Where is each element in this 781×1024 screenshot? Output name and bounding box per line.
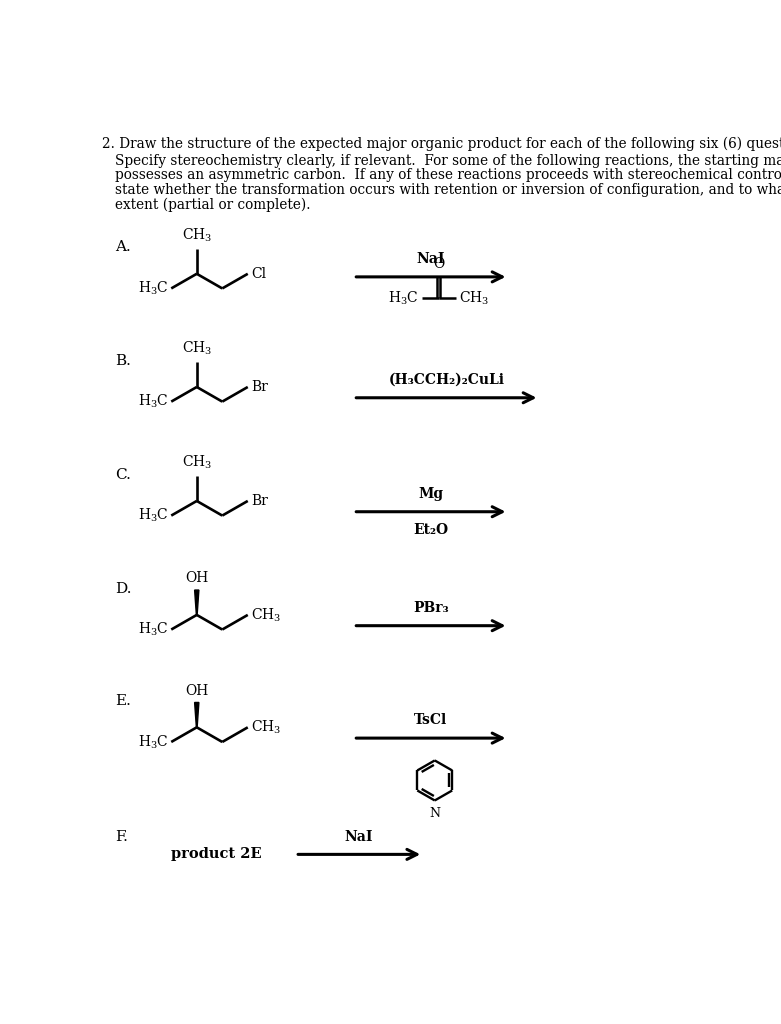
Text: $\mathregular{CH_3}$: $\mathregular{CH_3}$: [181, 340, 212, 357]
Text: E.: E.: [115, 694, 130, 709]
Text: Br: Br: [251, 494, 268, 508]
Text: state whether the transformation occurs with retention or inversion of configura: state whether the transformation occurs …: [115, 183, 781, 197]
Text: F.: F.: [115, 829, 127, 844]
Polygon shape: [194, 702, 199, 727]
Text: NaI: NaI: [344, 829, 373, 844]
Text: OH: OH: [185, 571, 209, 586]
Text: Mg: Mg: [419, 487, 444, 501]
Text: $\mathregular{H_3C}$: $\mathregular{H_3C}$: [388, 290, 419, 307]
Text: $\mathregular{H_3C}$: $\mathregular{H_3C}$: [137, 280, 168, 297]
Text: $\mathregular{H_3C}$: $\mathregular{H_3C}$: [137, 393, 168, 411]
Text: Et₂O: Et₂O: [413, 522, 448, 537]
Text: $\mathregular{H_3C}$: $\mathregular{H_3C}$: [137, 733, 168, 751]
Text: $\mathregular{CH_3}$: $\mathregular{CH_3}$: [251, 606, 281, 624]
Text: TsCl: TsCl: [414, 714, 448, 727]
Text: $\mathregular{CH_3}$: $\mathregular{CH_3}$: [181, 227, 212, 245]
Text: O: O: [433, 257, 444, 270]
Text: OH: OH: [185, 684, 209, 697]
Text: $\mathregular{CH_3}$: $\mathregular{CH_3}$: [251, 719, 281, 736]
Text: extent (partial or complete).: extent (partial or complete).: [115, 198, 310, 212]
Text: possesses an asymmetric carbon.  If any of these reactions proceeds with stereoc: possesses an asymmetric carbon. If any o…: [115, 168, 781, 182]
Text: 2. Draw the structure of the expected major organic product for each of the foll: 2. Draw the structure of the expected ma…: [102, 137, 781, 152]
Text: (H₃CCH₂)₂CuLi: (H₃CCH₂)₂CuLi: [388, 373, 505, 387]
Text: N: N: [430, 807, 440, 820]
Text: Br: Br: [251, 380, 268, 394]
Text: D.: D.: [115, 582, 131, 596]
Text: NaI: NaI: [416, 252, 445, 266]
Text: PBr₃: PBr₃: [413, 601, 449, 614]
Text: $\mathregular{H_3C}$: $\mathregular{H_3C}$: [137, 621, 168, 638]
Text: product 2E: product 2E: [171, 848, 262, 861]
Text: $\mathregular{CH_3}$: $\mathregular{CH_3}$: [181, 454, 212, 471]
Text: $\mathregular{CH_3}$: $\mathregular{CH_3}$: [458, 290, 489, 307]
Text: Specify stereochemistry clearly, if relevant.  For some of the following reactio: Specify stereochemistry clearly, if rele…: [115, 154, 781, 168]
Polygon shape: [194, 590, 199, 614]
Text: C.: C.: [115, 468, 130, 482]
Text: Cl: Cl: [251, 267, 266, 281]
Text: A.: A.: [115, 240, 130, 254]
Text: $\mathregular{H_3C}$: $\mathregular{H_3C}$: [137, 507, 168, 524]
Text: B.: B.: [115, 354, 130, 368]
